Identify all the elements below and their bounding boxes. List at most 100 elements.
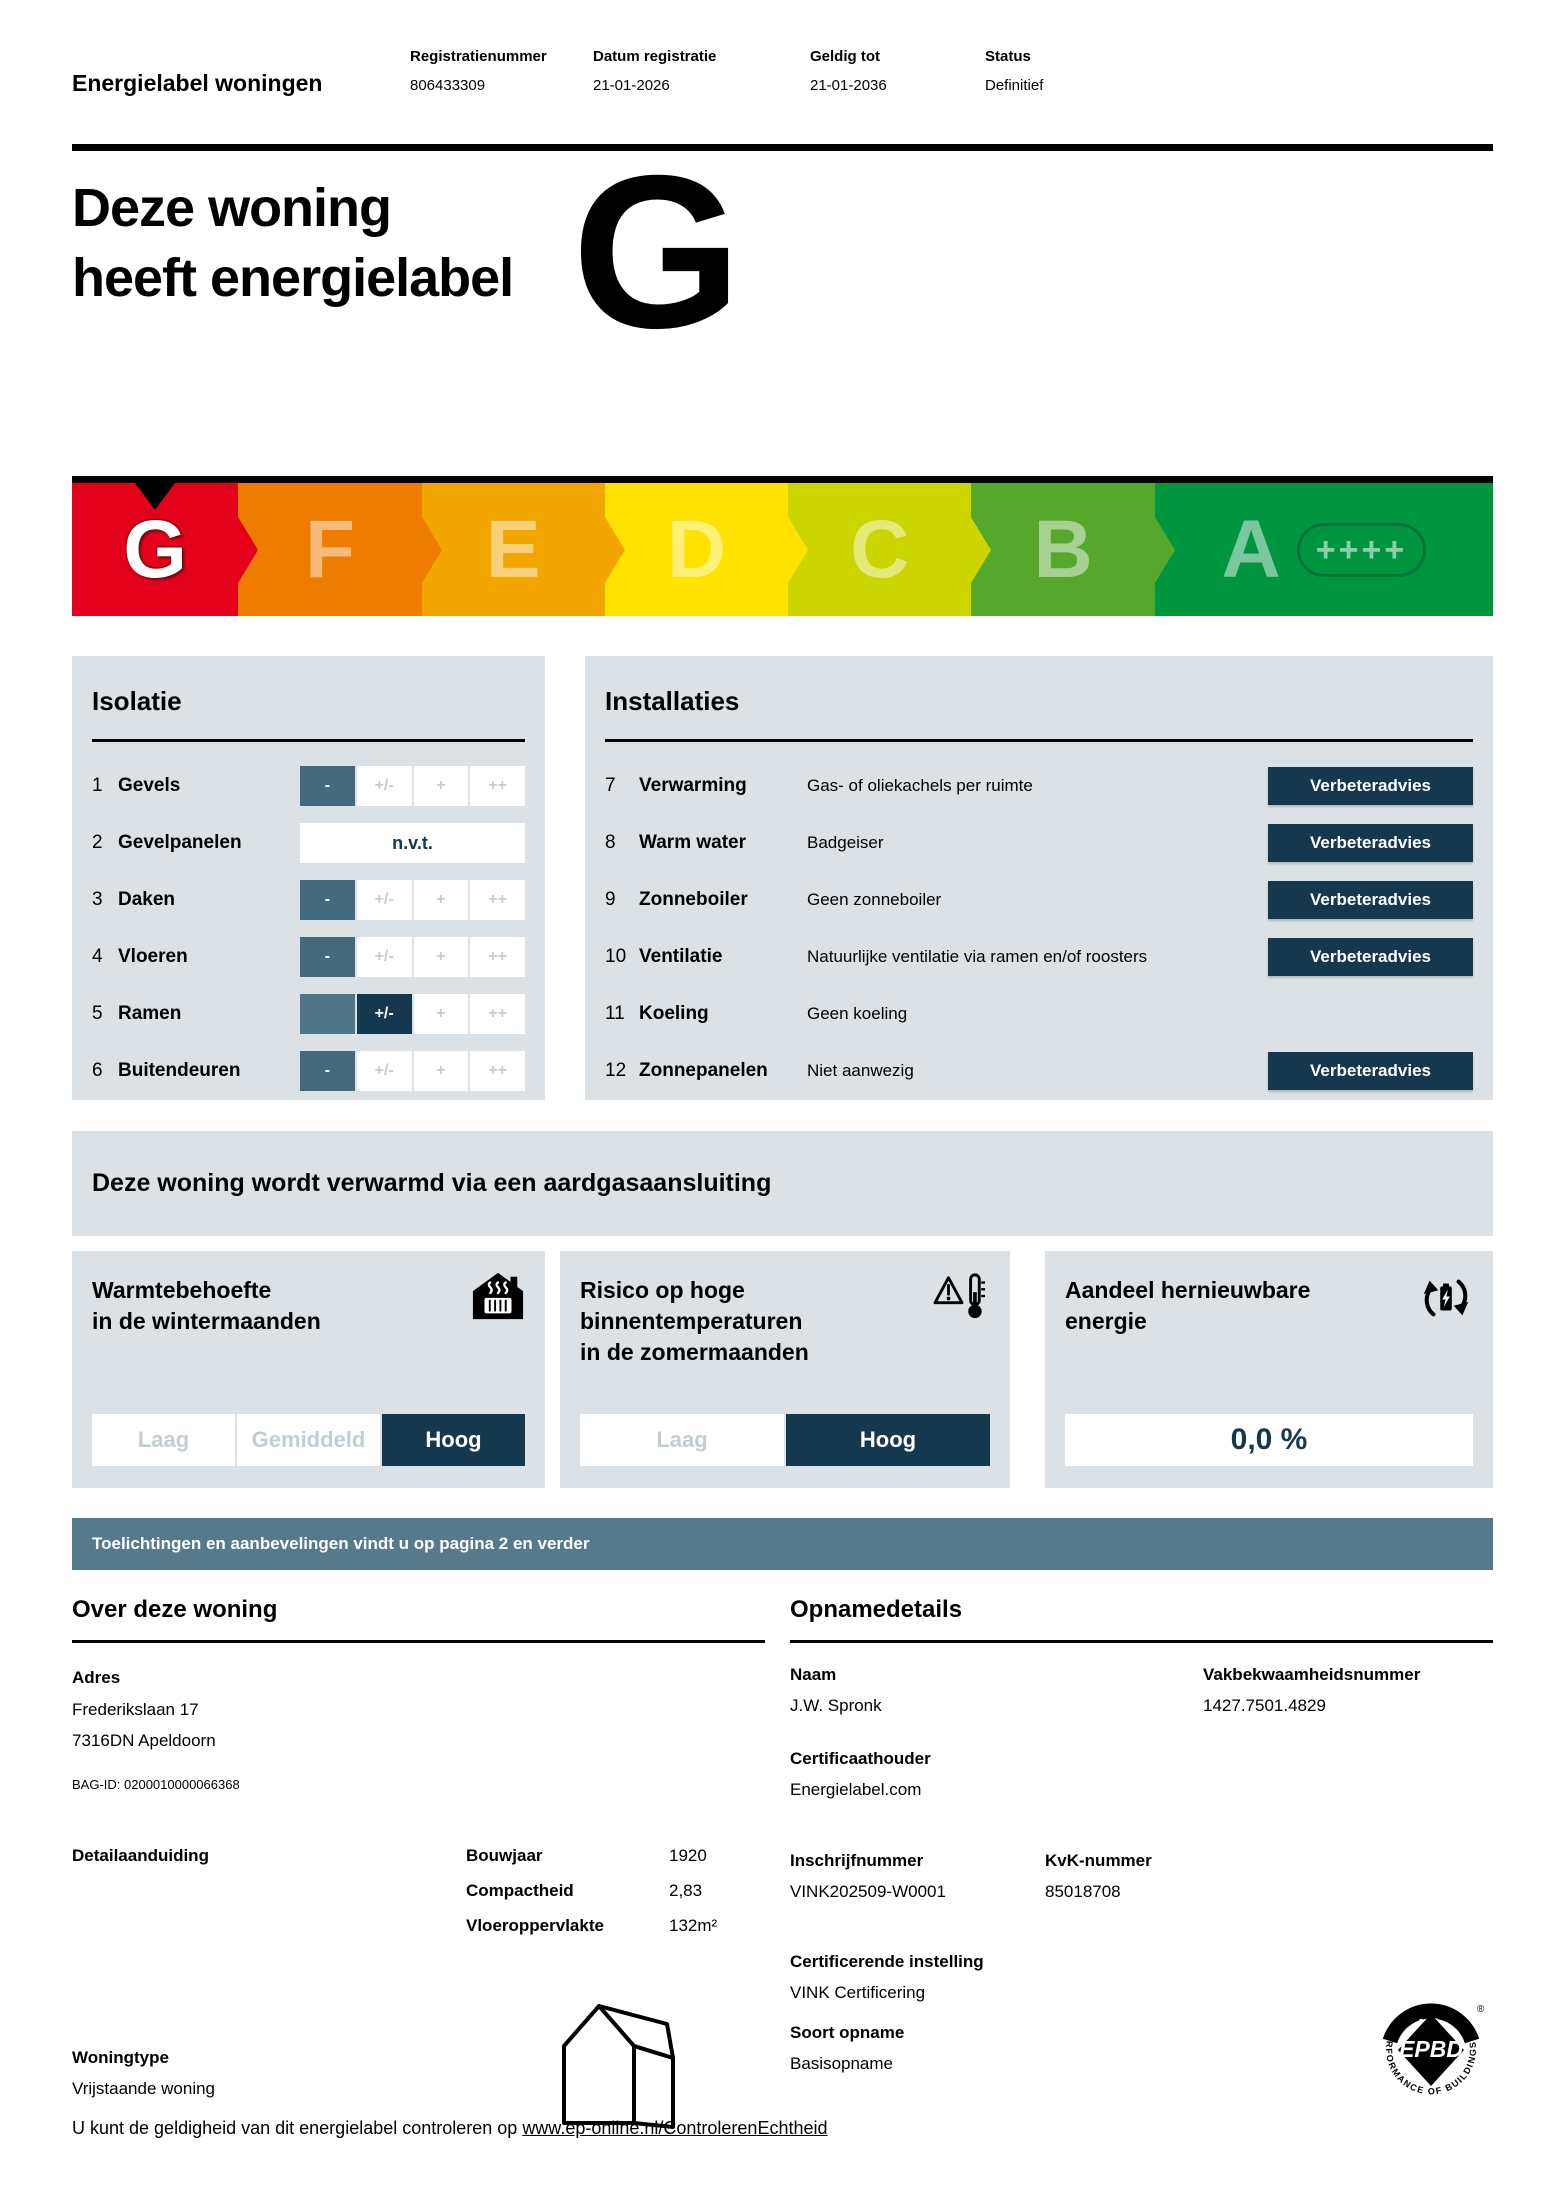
rating-bar: n.v.t. — [300, 823, 525, 863]
option-gemiddeld: Gemiddeld — [237, 1414, 380, 1466]
svg-text:®: ® — [1477, 2004, 1485, 2015]
renewable-energy-icon — [1419, 1271, 1473, 1330]
risico-rating: Laag Hoog — [580, 1414, 990, 1466]
option-hoog-selected: Hoog — [382, 1414, 525, 1466]
inschrijfnummer-value: VINK202509-W0001 — [790, 1882, 946, 1901]
field-label: Geldig tot — [810, 48, 880, 65]
field-label: Status — [985, 48, 1031, 65]
rating-bar: - +/- + ++ — [300, 1051, 525, 1091]
risico-title: Risico op hoge binnentemperaturen in de … — [580, 1277, 809, 1366]
installaties-title: Installaties — [605, 680, 1473, 742]
rating-bar: +/- + ++ — [300, 994, 525, 1034]
over-deze-woning-section: Over deze woning Adres Frederikslaan 17 … — [72, 1596, 765, 2129]
epbd-logo: ENERGY PERFORMANCE OF BUILDINGS DIRECTIV… — [1371, 1984, 1487, 2109]
renewable-share-value: 0,0 % — [1065, 1414, 1473, 1466]
kvk-label: KvK-nummer — [1045, 1851, 1152, 1870]
isolatie-row-buitendeuren: 6 Buitendeuren - +/- + ++ — [92, 1051, 525, 1091]
warmtebehoefte-panel: Warmtebehoefte in de wintermaanden — [72, 1251, 545, 1488]
vakbekwaamheid-value: 1427.7501.4829 — [1203, 1696, 1326, 1715]
vakbekwaamheid-label: Vakbekwaamheidsnummer — [1203, 1665, 1421, 1684]
isolatie-row-daken: 3 Daken - +/- + ++ — [92, 880, 525, 920]
footer-text: U kunt de geldigheid van dit energielabe… — [72, 2118, 523, 2138]
vloeroppervlakte-row: Vloeroppervlakte 132m² — [466, 1916, 718, 1935]
energy-label-letter: G — [572, 131, 742, 374]
woningtype-block: Woningtype Vrijstaande woning — [72, 2048, 216, 2098]
document-title: Energielabel woningen — [72, 70, 323, 96]
verbeteradvies-button[interactable]: Verbeteradvies — [1268, 767, 1473, 805]
kvk-value: 85018708 — [1045, 1882, 1121, 1901]
soort-opname-value: Basisopname — [790, 2054, 894, 2073]
certificerende-instelling-label: Certificerende instelling — [790, 1952, 984, 1971]
rating-cell-selected: - — [300, 766, 355, 806]
header-field-status: Status Definitief — [985, 48, 1043, 94]
naam-value: J.W. Spronk — [790, 1696, 882, 1715]
installaties-row-verwarming: 7 Verwarming Gas- of oliekachels per rui… — [605, 766, 1473, 806]
installaties-row-koeling: 11 Koeling Geen koeling — [605, 1003, 908, 1024]
risico-panel: Risico op hoge binnentemperaturen in de … — [560, 1251, 1010, 1488]
installaties-row-zonnepanelen: 12 Zonnepanelen Niet aanwezig Verbeterad… — [605, 1051, 1473, 1091]
isolatie-panel: Isolatie 1 Gevels - +/- + ++ 2 Gevelpane… — [72, 656, 545, 1100]
warning-thermometer-icon — [932, 1271, 990, 1326]
header-field-geldig-tot: Geldig tot 21-01-2036 — [810, 48, 887, 94]
rating-bar: - +/- + ++ — [300, 766, 525, 806]
verbeteradvies-button[interactable]: Verbeteradvies — [1268, 938, 1473, 976]
energy-scale: G F E D C B A ++++ — [72, 476, 1493, 616]
adres-line2: 7316DN Apeldoorn — [72, 1731, 216, 1750]
option-laag: Laag — [92, 1414, 235, 1466]
isolatie-title: Isolatie — [92, 680, 525, 742]
footer: U kunt de geldigheid van dit energielabe… — [72, 2118, 1493, 2139]
installaties-row-ventilatie: 10 Ventilatie Natuurlijke ventilatie via… — [605, 937, 1473, 977]
verbeteradvies-button[interactable]: Verbeteradvies — [1268, 881, 1473, 919]
field-value: 21-01-2026 — [593, 77, 670, 94]
header-field-datum-registratie: Datum registratie 21-01-2026 — [593, 48, 716, 94]
verbeteradvies-button[interactable]: Verbeteradvies — [1268, 824, 1473, 862]
rating-cell-nvt: n.v.t. — [300, 823, 525, 863]
verbeteradvies-button[interactable]: Verbeteradvies — [1268, 1052, 1473, 1090]
scale-segment-e: E — [421, 483, 605, 616]
bag-id: BAG-ID: 0200010000066368 — [72, 1777, 240, 1792]
warmtebehoefte-rating: Laag Gemiddeld Hoog — [92, 1414, 525, 1466]
house-radiator-icon — [471, 1271, 525, 1326]
section-title: Opnamedetails — [790, 1596, 1493, 1643]
rating-cell-trail — [300, 994, 355, 1034]
option-hoog-selected: Hoog — [786, 1414, 990, 1466]
scale-segment-f: F — [238, 483, 422, 616]
adres-line1: Frederikslaan 17 — [72, 1700, 199, 1719]
rating-bar: - +/- + ++ — [300, 937, 525, 977]
rating-bar: - +/- + ++ — [300, 880, 525, 920]
installaties-row-zonneboiler: 9 Zonneboiler Geen zonneboiler Verbetera… — [605, 880, 1473, 920]
detailaanduiding-label: Detailaanduiding — [72, 1846, 209, 1865]
isolatie-row-ramen: 5 Ramen +/- + ++ — [92, 994, 525, 1034]
field-label: Datum registratie — [593, 48, 717, 65]
header-divider — [72, 144, 1493, 151]
current-label-marker-icon — [135, 483, 176, 510]
hernieuwbare-energie-panel: Aandeel hernieuwbare energie 0,0 % — [1045, 1251, 1493, 1488]
hero-section: Deze woning heeft energielabel G — [72, 144, 1493, 362]
a-plus-capsule: ++++ — [1296, 522, 1427, 577]
note-banner: Toelichtingen en aanbevelingen vindt u o… — [72, 1518, 1493, 1570]
header-field-registratienummer: Registratienummer 806433309 — [410, 48, 547, 94]
scale-segments: G F E D C B A ++++ — [72, 483, 1493, 616]
scale-segment-d: D — [604, 483, 789, 616]
certificaathouder-value: Energielabel.com — [790, 1780, 922, 1799]
field-label: Registratienummer — [410, 48, 547, 65]
rating-cell-selected: - — [300, 937, 355, 977]
scale-segment-b: B — [971, 483, 1155, 616]
soort-opname-label: Soort opname — [790, 2023, 905, 2042]
opnamedetails-section: Opnamedetails Naam J.W. Spronk Vakbekwaa… — [790, 1596, 1493, 2096]
isolatie-row-gevels: 1 Gevels - +/- + ++ — [92, 766, 525, 806]
hernieuwbaar-title: Aandeel hernieuwbare energie — [1065, 1277, 1311, 1335]
bouwjaar-row: Bouwjaar 1920 — [466, 1846, 707, 1865]
option-laag: Laag — [580, 1414, 784, 1466]
rating-cell-selected: +/- — [356, 994, 412, 1034]
inschrijfnummer-label: Inschrijfnummer — [790, 1851, 924, 1870]
certificaathouder-label: Certificaathouder — [790, 1749, 931, 1768]
page-title: Deze woning heeft energielabel — [72, 178, 514, 309]
detached-house-icon — [552, 1996, 702, 2136]
scale-segment-a: A ++++ — [1154, 483, 1493, 616]
certificerende-instelling-value: VINK Certificering — [790, 1983, 926, 2002]
rating-cell-selected: - — [300, 1051, 355, 1091]
isolatie-row-vloeren: 4 Vloeren - +/- + ++ — [92, 937, 525, 977]
scale-top-bar — [72, 476, 1493, 483]
gas-connection-banner: Deze woning wordt verwarmd via een aardg… — [72, 1131, 1493, 1236]
